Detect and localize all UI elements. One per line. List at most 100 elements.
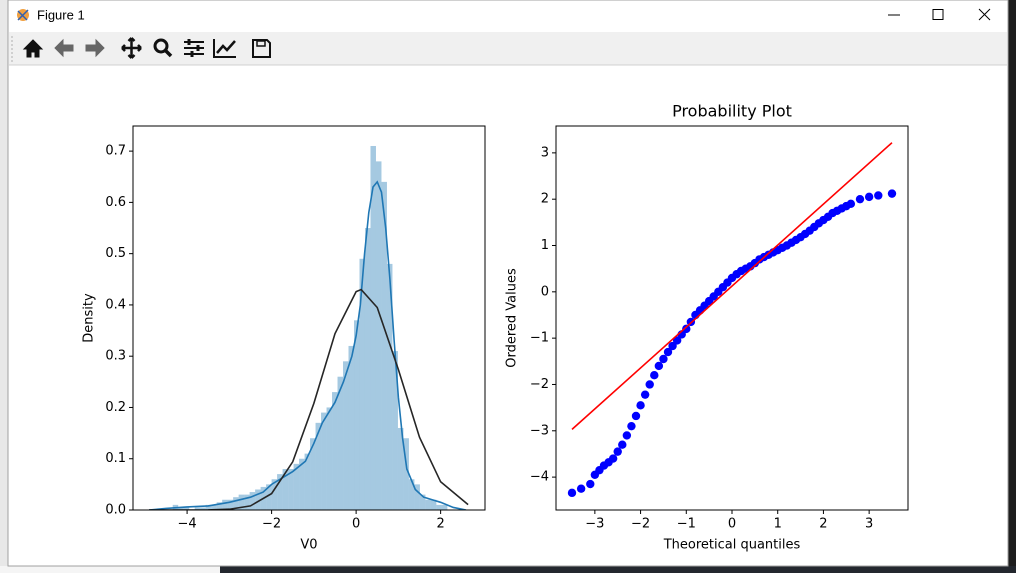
axes-line xyxy=(216,40,236,54)
window-frame xyxy=(7,0,1009,567)
histogram-bar xyxy=(386,263,393,510)
histogram-bar xyxy=(348,345,355,510)
histogram-bar xyxy=(216,502,223,510)
scatter-point xyxy=(618,440,627,449)
scatter-point xyxy=(846,199,856,209)
pan-button[interactable] xyxy=(121,37,142,59)
save-button[interactable] xyxy=(252,39,271,58)
histogram-bar xyxy=(408,479,415,510)
y-tick-label: −4 xyxy=(530,470,549,485)
histogram-bar xyxy=(315,422,322,510)
scatter-point xyxy=(586,479,595,489)
histogram-bar xyxy=(205,504,212,510)
background-bottom-left xyxy=(0,566,220,573)
zoom-handle xyxy=(163,48,173,58)
axes-frame xyxy=(132,125,486,511)
histogram-bar xyxy=(430,499,437,510)
y-tick-label: 0.4 xyxy=(105,297,126,312)
x-tick-label: 3 xyxy=(865,517,873,532)
toolbar-icons xyxy=(22,37,271,59)
y-tick-label: 3 xyxy=(541,145,549,160)
zoom-button[interactable] xyxy=(153,38,169,54)
histogram-bar xyxy=(321,412,327,510)
scatter-point xyxy=(622,431,632,440)
histogram-bar xyxy=(178,507,184,510)
forward-button[interactable] xyxy=(85,38,105,58)
histogram-bar xyxy=(354,320,360,510)
x-tick-label: 2 xyxy=(819,517,827,532)
scatter-point xyxy=(640,390,650,399)
scatter-point xyxy=(659,354,668,364)
histogram-bar xyxy=(414,484,420,510)
scatter-point xyxy=(668,341,677,351)
histogram-bar xyxy=(304,453,311,510)
home-button[interactable] xyxy=(22,39,44,58)
histogram-bar xyxy=(397,427,404,510)
configure-sliders xyxy=(187,39,200,57)
histogram-bar xyxy=(183,507,190,510)
app-icon-mark xyxy=(17,9,29,21)
histogram-bar xyxy=(249,492,256,510)
background-bottom-right xyxy=(220,566,1016,573)
histogram-bar xyxy=(200,507,206,510)
back-button[interactable] xyxy=(54,38,74,58)
histogram-bar xyxy=(244,494,250,510)
scatter-point xyxy=(682,324,691,334)
toolbar xyxy=(9,32,1007,65)
y-axis-label: Ordered Values xyxy=(505,268,520,368)
x-tick-label: 1 xyxy=(774,517,782,532)
close-button[interactable] xyxy=(978,8,991,21)
histogram-bar xyxy=(375,161,382,510)
histogram-bar xyxy=(359,258,365,510)
scatter-point xyxy=(608,454,618,463)
x-tick-label: 2 xyxy=(436,517,444,532)
histogram-bar xyxy=(441,504,448,510)
histogram-bar xyxy=(238,494,245,510)
histogram-bar xyxy=(403,438,409,510)
y-tick-label: −2 xyxy=(530,377,549,392)
histogram-bar xyxy=(364,228,371,510)
y-tick-label: 0.0 xyxy=(105,503,126,518)
y-tick-label: 0.7 xyxy=(105,144,126,159)
histogram-bar xyxy=(266,484,272,510)
x-tick-label: −2 xyxy=(262,517,281,532)
histogram-bar xyxy=(326,407,333,510)
histogram-bar xyxy=(211,504,217,510)
x-tick-label: −1 xyxy=(677,517,696,532)
histogram-bar xyxy=(222,499,228,510)
scatter-point xyxy=(650,371,659,380)
y-tick-label: 0.2 xyxy=(105,400,126,415)
histogram-bar xyxy=(381,181,387,510)
scatter-point xyxy=(645,380,654,389)
histogram-bar xyxy=(227,499,234,510)
histogram-bar xyxy=(419,494,426,510)
histogram-bar xyxy=(370,145,376,510)
y-tick-label: 1 xyxy=(541,238,549,253)
histogram-bar xyxy=(425,499,431,510)
scatter-point xyxy=(887,189,897,198)
scatter-point xyxy=(636,401,645,410)
background-right xyxy=(1008,0,1016,573)
y-tick-label: 0.5 xyxy=(105,246,126,261)
y-tick-label: 0.3 xyxy=(105,349,126,364)
y-tick-label: 0.6 xyxy=(105,195,126,210)
y-tick-label: 0.1 xyxy=(105,451,126,466)
histogram-bar xyxy=(299,458,305,510)
y-tick-label: 0 xyxy=(541,284,549,299)
axes-button[interactable] xyxy=(213,39,236,58)
scatter-point xyxy=(567,488,577,498)
configure-button[interactable] xyxy=(184,41,204,55)
maximize-button[interactable] xyxy=(932,9,944,20)
density-line xyxy=(148,180,467,510)
save-icon-part xyxy=(256,40,266,47)
scatter-point xyxy=(627,421,636,431)
x-tick-label: −4 xyxy=(178,517,197,532)
chart-title: Probability Plot xyxy=(672,102,792,121)
x-axis-label: Theoretical quantiles xyxy=(663,538,801,553)
histogram-bar xyxy=(255,489,261,510)
x-tick-label: −2 xyxy=(631,517,650,532)
plot-area xyxy=(567,142,897,498)
histogram-bar xyxy=(392,351,398,510)
scatter-point xyxy=(663,347,673,357)
